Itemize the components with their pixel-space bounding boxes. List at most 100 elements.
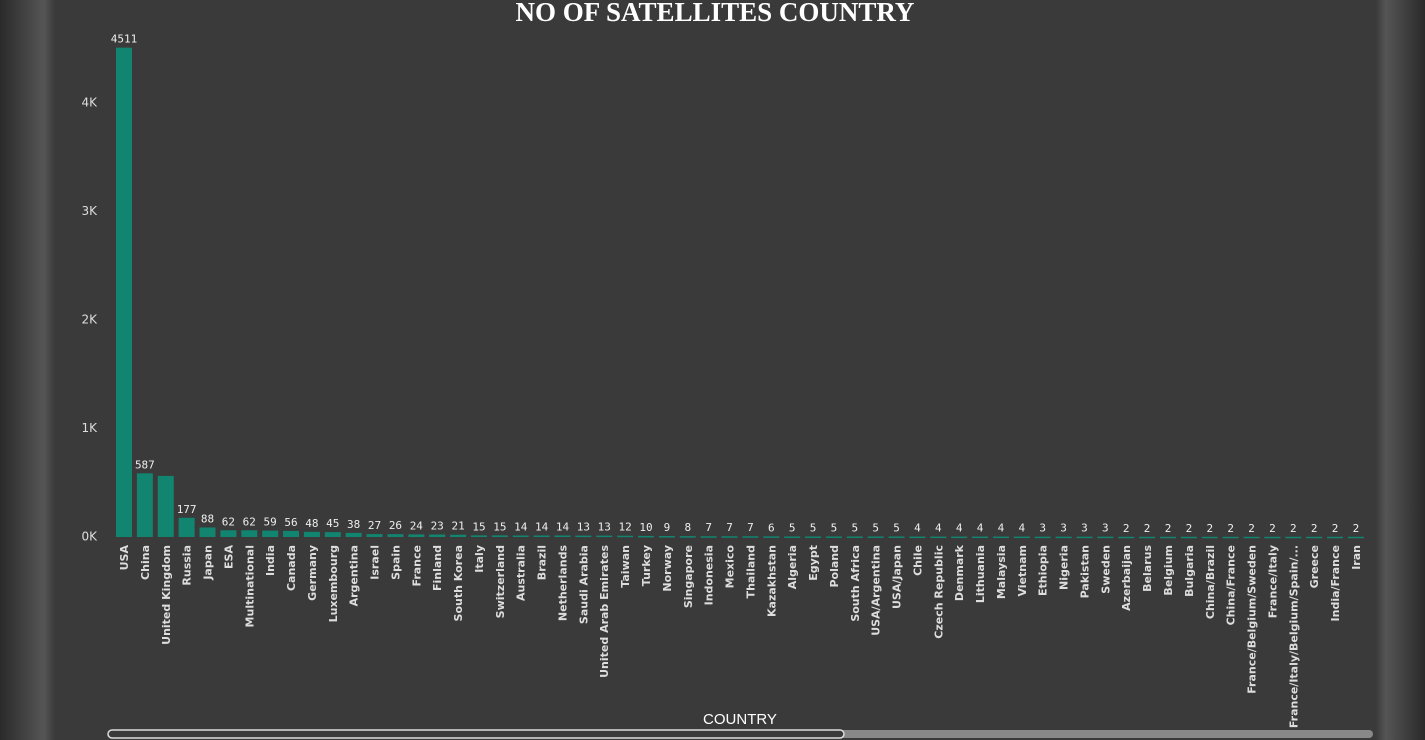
data-label: 62: [243, 515, 256, 528]
bar: [1180, 536, 1197, 539]
x-tick-label: Norway: [661, 545, 674, 592]
x-tick-label: Italy: [473, 545, 486, 573]
bar: [366, 534, 383, 537]
left-edge: [0, 0, 55, 740]
data-label: 177: [177, 503, 197, 516]
data-label: 3: [1039, 522, 1046, 535]
x-tick-label: USA/Japan: [891, 545, 904, 609]
data-label: 4: [956, 522, 963, 535]
bar: [1306, 536, 1323, 539]
x-tick-label: Japan: [202, 545, 215, 581]
x-tick-label: China/Brazil: [1204, 545, 1217, 619]
chart-title: NO OF SATELLITES COUNTRY: [516, 0, 915, 27]
x-tick-label: Ethiopia: [1037, 545, 1050, 596]
x-tick-label: United Arab Emirates: [598, 545, 611, 678]
bar: [1201, 536, 1218, 539]
x-tick-label: Finland: [431, 545, 444, 591]
x-tick-label: Belgium: [1162, 545, 1175, 596]
bar: [638, 535, 654, 538]
bar: [1118, 536, 1135, 539]
data-label: 2: [1227, 522, 1234, 535]
bar: [679, 536, 696, 538]
bar: [116, 47, 132, 537]
y-tick-label: 1K: [81, 421, 98, 435]
scrollbar-thumb[interactable]: [107, 729, 845, 739]
bar: [1264, 536, 1281, 539]
data-label: 9: [664, 521, 671, 534]
x-tick-label: Saudi Arabia: [577, 545, 590, 624]
data-label: 7: [726, 521, 733, 534]
bar: [742, 536, 759, 538]
x-tick-label: Sweden: [1099, 545, 1112, 594]
x-tick-label: Russia: [181, 545, 194, 586]
bar: [533, 535, 550, 537]
data-label: 56: [284, 516, 297, 529]
bar: [241, 530, 258, 537]
data-label: 5: [810, 521, 817, 534]
data-label: 48: [305, 517, 318, 530]
bar: [700, 536, 717, 538]
bar: [992, 536, 1009, 539]
x-tick-label: ESA: [222, 545, 235, 569]
bar: [1013, 536, 1030, 539]
y-tick-label: 2K: [81, 313, 98, 327]
bar: [1139, 536, 1156, 539]
bar: [470, 535, 487, 537]
bar: [909, 536, 926, 539]
bar: [199, 527, 216, 537]
bar: [575, 535, 592, 538]
bar: [303, 531, 320, 537]
bar: [721, 536, 738, 538]
bar: [930, 536, 947, 539]
x-tick-label: France/Italy/Belgium/Spain/...: [1287, 545, 1300, 728]
bar: [951, 536, 968, 539]
bar: [491, 535, 508, 537]
x-tick-label: Algeria: [786, 545, 799, 589]
y-tick-label: 3K: [81, 204, 98, 218]
data-label: 14: [514, 520, 528, 533]
bar: [617, 535, 634, 538]
x-tick-label: Kazakhstan: [765, 545, 778, 617]
data-label: 88: [201, 512, 214, 525]
x-tick-label: Nigeria: [1058, 545, 1071, 590]
bar: [1285, 536, 1302, 539]
bar: [387, 534, 404, 537]
data-label: 14: [535, 520, 549, 533]
bar: [429, 534, 446, 537]
data-label: 3: [1081, 522, 1088, 535]
data-label: 2: [1186, 522, 1193, 535]
x-tick-label: Germany: [306, 545, 319, 601]
data-label: 5: [893, 521, 900, 534]
bar: [178, 517, 195, 537]
data-label: 12: [618, 521, 631, 534]
data-label: 4: [1019, 522, 1026, 535]
data-label: 4: [935, 522, 942, 535]
data-label: 15: [493, 520, 506, 533]
data-label: 13: [577, 521, 590, 534]
x-tick-label: India: [264, 545, 277, 576]
x-tick-label: Indonesia: [703, 545, 716, 605]
y-tick-label: 0K: [81, 530, 98, 544]
bar: [888, 536, 905, 538]
bar: [763, 536, 780, 538]
bar: [1347, 536, 1364, 539]
data-label: 2: [1206, 522, 1213, 535]
x-tick-label: Azerbaijan: [1120, 545, 1133, 611]
bar: [1055, 536, 1072, 539]
bar: [805, 536, 822, 538]
data-label: 24: [410, 519, 424, 532]
x-tick-label: Pakistan: [1078, 545, 1091, 598]
x-tick-label: Singapore: [682, 545, 695, 608]
data-label: 10: [639, 521, 652, 534]
bar: [1222, 536, 1239, 539]
x-tick-label: Argentina: [348, 545, 361, 606]
x-axis-title: COUNTRY: [703, 711, 777, 728]
x-tick-label: Turkey: [640, 545, 653, 586]
x-tick-label: Canada: [285, 545, 298, 591]
x-tick-label: Egypt: [807, 545, 820, 581]
data-label: 2: [1332, 522, 1339, 535]
x-tick-label: USA/Argentina: [870, 545, 883, 636]
x-tick-label: Greece: [1308, 545, 1321, 588]
data-label: 7: [705, 521, 712, 534]
